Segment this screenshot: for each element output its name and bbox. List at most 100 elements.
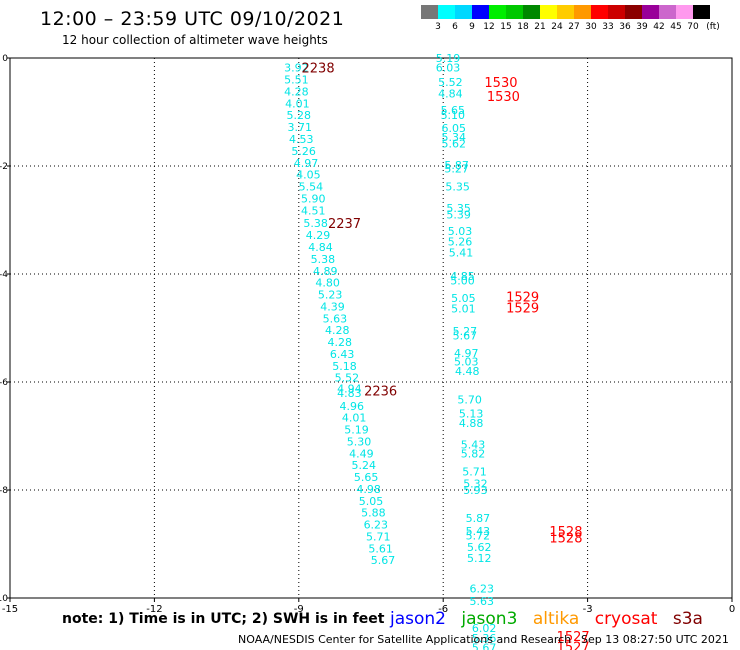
- x-tick-label: -6: [438, 604, 448, 615]
- swh-value-label: 5.43: [466, 525, 491, 538]
- time-label: 1529: [506, 291, 539, 306]
- colorbar-cell: [557, 5, 574, 19]
- swh-value-label: 5.30: [347, 435, 372, 448]
- swh-value-label: 5.28: [287, 109, 312, 122]
- time-label: 1528: [549, 532, 582, 547]
- swh-value-label: 4.48: [455, 365, 480, 378]
- swh-value-label: 3.71: [288, 121, 313, 134]
- swh-value-label: 5.26: [448, 236, 473, 249]
- swh-value-label: 5.67: [371, 554, 396, 567]
- swh-value-label: 4.01: [285, 97, 310, 110]
- swh-value-label: 4.97: [294, 157, 319, 170]
- swh-value-label: 4.01: [342, 412, 367, 425]
- swh-value-label: 4.39: [320, 300, 345, 313]
- time-label: 1527: [557, 641, 590, 650]
- colorbar-cell: [438, 5, 455, 19]
- swh-value-label: 5.10: [441, 109, 466, 122]
- swh-value-label: 4.84: [438, 88, 463, 101]
- plot-marks: 3.925.514.284.015.283.714.535.264.974.05…: [284, 52, 590, 650]
- x-tick-label: -9: [294, 604, 304, 615]
- swh-value-label: 5.01: [451, 303, 476, 316]
- time-label: 1527: [557, 630, 590, 645]
- time-label: 1529: [506, 301, 539, 316]
- colorbar-cell: [642, 5, 659, 19]
- swh-value-label: 5.62: [467, 541, 492, 554]
- swh-value-label: 5.52: [438, 76, 463, 89]
- colorbar-label: 12: [483, 22, 495, 32]
- colorbar-unit: (ft): [706, 22, 720, 32]
- colorbar-label: 21: [534, 22, 546, 32]
- colorbar-label: 70: [687, 22, 699, 32]
- x-tick-label: -12: [146, 604, 162, 615]
- swh-value-label: 5.93: [463, 484, 488, 497]
- swh-value-label: 5.65: [354, 471, 379, 484]
- y-tick-label: -6: [0, 378, 8, 388]
- time-label: 1528: [549, 525, 582, 540]
- swh-value-label: 5.61: [368, 542, 393, 555]
- swh-value-label: 4.96: [339, 400, 364, 413]
- time-label: 1530: [487, 90, 520, 105]
- swh-value-label: 4.84: [308, 241, 333, 254]
- time-label: 1530: [484, 76, 517, 91]
- swh-value-label: 5.38: [303, 217, 328, 230]
- swh-value-label: 4.98: [356, 483, 381, 496]
- colorbar-label: 45: [670, 22, 682, 32]
- swh-value-label: 4.28: [327, 336, 352, 349]
- swh-value-label: 5.71: [366, 530, 391, 543]
- swh-value-label: 5.13: [459, 407, 484, 420]
- swh-value-label: 5.27: [453, 325, 478, 338]
- swh-value-label: 4.49: [349, 447, 374, 460]
- swh-value-label: 5.05: [359, 495, 384, 508]
- swh-value-label: 5.38: [311, 253, 336, 266]
- colorbar-label: 30: [585, 22, 597, 32]
- plot-grid: [10, 58, 732, 598]
- colorbar-label: 36: [619, 22, 631, 32]
- swh-value-label: 5.67: [472, 642, 497, 650]
- colorbar-cell: [421, 5, 438, 19]
- swh-value-label: 5.88: [361, 507, 386, 520]
- swh-value-label: 6.23: [469, 582, 494, 595]
- swh-value-label: 4.85: [450, 270, 475, 283]
- legend-jason2: jason2: [390, 609, 446, 629]
- swh-value-label: 5.63: [469, 595, 494, 608]
- colorbar-label: 18: [517, 22, 529, 32]
- swh-value-label: 5.19: [436, 52, 461, 65]
- swh-value-label: 5.34: [442, 131, 467, 144]
- x-tick-label: -3: [583, 604, 593, 615]
- colorbar-cell: [574, 5, 591, 19]
- chart-subtitle: 12 hour collection of altimeter wave hei…: [62, 33, 328, 47]
- swh-value-label: 5.51: [284, 74, 309, 87]
- legend-s3a: s3a: [672, 609, 703, 629]
- colorbar-cell: [506, 5, 523, 19]
- x-tick-label: 0: [729, 604, 735, 615]
- swh-value-label: 5.12: [467, 552, 492, 565]
- colorbar-cell: [659, 5, 676, 19]
- swh-value-label: 5.03: [448, 225, 473, 238]
- swh-value-label: 5.54: [299, 181, 324, 194]
- swh-value-label: 4.05: [296, 169, 321, 182]
- swh-value-label: 5.18: [332, 360, 357, 373]
- swh-value-label: 6.03: [436, 62, 461, 75]
- swh-value-label: 5.67: [453, 330, 478, 343]
- swh-value-label: 5.70: [457, 393, 482, 406]
- x-tick-label: -15: [2, 604, 18, 615]
- colorbar-label: 42: [653, 22, 665, 32]
- colorbar-label: 24: [551, 22, 563, 32]
- swh-value-label: 6.05: [442, 122, 467, 135]
- footer-note: note: 1) Time is in UTC; 2) SWH is in fe…: [62, 611, 385, 627]
- colorbar-label: 33: [602, 22, 614, 32]
- swh-value-label: 4.28: [325, 324, 350, 337]
- swh-value-label: 4.80: [315, 277, 340, 290]
- swh-value-label: 6.43: [330, 348, 355, 361]
- time-label: 2236: [364, 385, 397, 400]
- swh-value-label: 5.24: [352, 459, 377, 472]
- swh-value-label: 4.88: [459, 417, 484, 430]
- legend-cryosat: cryosat: [594, 609, 658, 629]
- colorbar-label: 27: [568, 22, 580, 32]
- swh-value-label: 5.87: [466, 512, 491, 525]
- legend-altika: altika: [532, 609, 580, 629]
- colorbar-cell: [608, 5, 625, 19]
- swh-value-label: 5.19: [344, 424, 369, 437]
- swh-value-label: 5.63: [323, 312, 348, 325]
